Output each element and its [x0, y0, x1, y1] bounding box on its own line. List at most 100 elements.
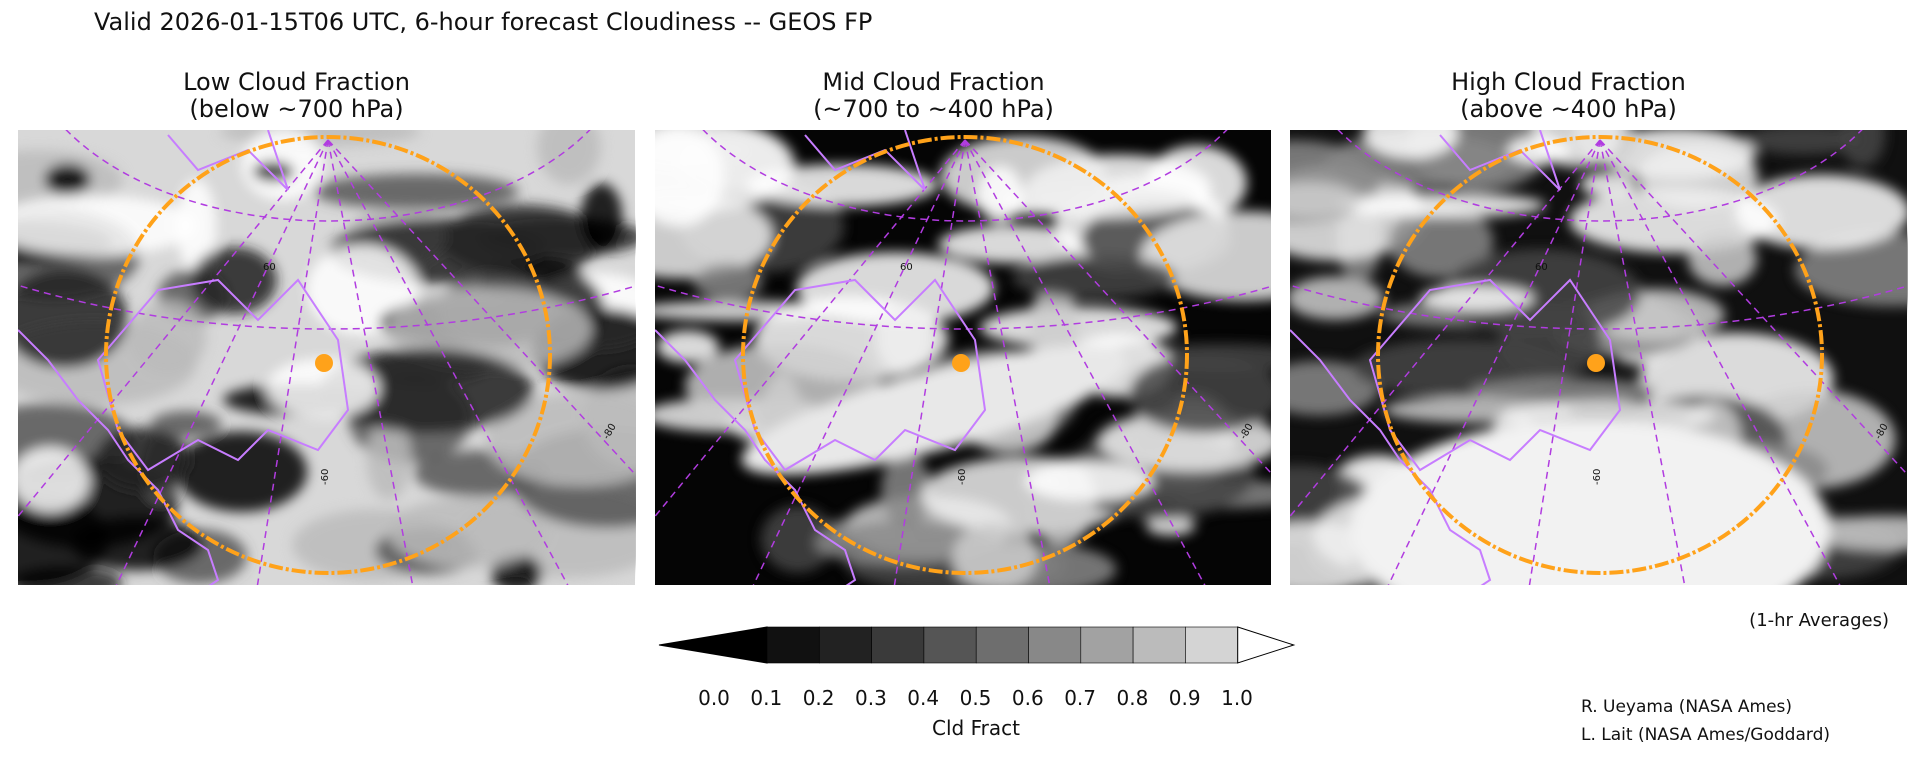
site-marker	[1587, 354, 1605, 372]
cloud	[1023, 461, 1154, 501]
meridian	[1290, 139, 1601, 518]
meridian	[256, 139, 329, 585]
colorbar-tick-label: 1.0	[1221, 686, 1253, 710]
meridian	[893, 139, 966, 585]
cloud	[18, 492, 109, 585]
cloud-field	[655, 130, 1271, 585]
colorbar: 0.0 0.1 0.2 0.3 0.4 0.5 0.6 0.7 0.8 0.9 1.0 Cld Fra…	[658, 626, 1296, 740]
cloud	[977, 165, 1023, 224]
colorbar-tick-label: 0.3	[855, 686, 887, 710]
cloud	[266, 358, 380, 419]
cloud	[537, 130, 601, 185]
colorbar-tick-label: 0.7	[1064, 686, 1096, 710]
graticule	[655, 130, 1271, 585]
grid-label: 60	[1535, 262, 1548, 273]
map-panel: 60-60-80	[1290, 130, 1908, 585]
meridian	[655, 139, 966, 518]
colorbar-tick-label: 0.9	[1169, 686, 1201, 710]
cloud	[1637, 144, 1759, 209]
cloud	[1794, 233, 1908, 307]
colorbar-box	[766, 626, 820, 664]
cloud	[129, 300, 207, 375]
cloud	[18, 447, 90, 513]
cloud	[580, 183, 623, 252]
note: (1-hr Averages)	[1749, 610, 1889, 631]
cloud	[18, 195, 197, 256]
cloud	[693, 263, 763, 301]
grid-label: -60	[1592, 469, 1603, 485]
cloud	[938, 225, 1089, 264]
meridian	[18, 139, 329, 518]
cloud	[1290, 276, 1384, 320]
credit: L. Lait (NASA Ames/Goddard)	[1581, 725, 1830, 745]
cloud	[1420, 284, 1535, 312]
cloud	[760, 505, 835, 573]
graticule	[1290, 130, 1908, 585]
cloud	[656, 330, 720, 363]
cloud	[1688, 232, 1757, 286]
colorbar-tick-label: 0.0	[698, 686, 730, 710]
cloud	[1128, 354, 1271, 434]
coastline	[733, 278, 987, 472]
cloud	[1808, 515, 1908, 551]
cloud	[1469, 378, 1658, 403]
map-panel: 60-60-80	[655, 130, 1271, 585]
cloud	[1145, 515, 1196, 536]
credit: R. Ueyama (NASA Ames)	[1581, 697, 1792, 717]
colorbar-end	[1237, 626, 1296, 664]
cloud	[952, 522, 1039, 585]
meridian	[752, 139, 966, 585]
cloud	[655, 130, 725, 227]
meridian	[115, 139, 329, 585]
colorbar-tick-label: 0.8	[1116, 686, 1148, 710]
cloud	[1734, 174, 1908, 250]
panel-title: Low Cloud Fraction	[183, 68, 410, 96]
panels: Low Cloud Fraction(below ~700 hPa) 60 -60 -…	[18, 68, 1908, 585]
cloud	[1012, 256, 1177, 299]
colorbar-tick-label: 0.2	[803, 686, 835, 710]
cloud	[319, 348, 533, 433]
site-marker	[952, 354, 970, 372]
cloud	[485, 393, 636, 487]
cloud	[252, 161, 294, 182]
meridian	[1599, 139, 1908, 477]
grid-label: -60	[320, 469, 331, 485]
colorbar-box	[1132, 626, 1186, 664]
meridian	[327, 139, 414, 585]
graticule	[18, 130, 636, 585]
colorbar-box	[871, 626, 925, 664]
panel-subtitle: (above ~400 hPa)	[1460, 95, 1677, 123]
colorbar-box	[1080, 626, 1134, 664]
cloud-field	[18, 130, 636, 585]
colorbar-tick-label: 0.6	[1012, 686, 1044, 710]
colorbar-box	[975, 626, 1029, 664]
grid-label: -60	[957, 469, 968, 485]
meridian	[964, 139, 1051, 585]
cloud	[44, 163, 91, 195]
cloud	[191, 246, 277, 314]
cloud	[1388, 205, 1494, 278]
meridian	[964, 139, 1271, 475]
cloud	[1290, 182, 1360, 219]
meridian	[327, 139, 636, 477]
map-panel: 60-60-80	[18, 130, 636, 585]
colorbar-label: Cld Fract	[932, 716, 1020, 740]
cloud	[1362, 130, 1459, 159]
cloud	[881, 452, 931, 528]
panel-title: High Cloud Fraction	[1451, 68, 1686, 96]
cloud	[18, 268, 128, 368]
grid-label: 60	[263, 262, 276, 273]
colorbar-box	[923, 626, 977, 664]
meridian	[1387, 139, 1601, 585]
site-marker	[315, 354, 333, 372]
colorbar-tick-label: 0.1	[750, 686, 782, 710]
colorbar-box	[818, 626, 872, 664]
grid-label: 60	[900, 262, 913, 273]
panel-title: Mid Cloud Fraction	[822, 68, 1044, 96]
range-ring	[741, 135, 1189, 575]
colorbar-tick-label: 0.5	[960, 686, 992, 710]
cloud	[875, 302, 933, 374]
colorbar-box	[1028, 626, 1082, 664]
panel-subtitle: (~700 to ~400 hPa)	[813, 95, 1054, 123]
